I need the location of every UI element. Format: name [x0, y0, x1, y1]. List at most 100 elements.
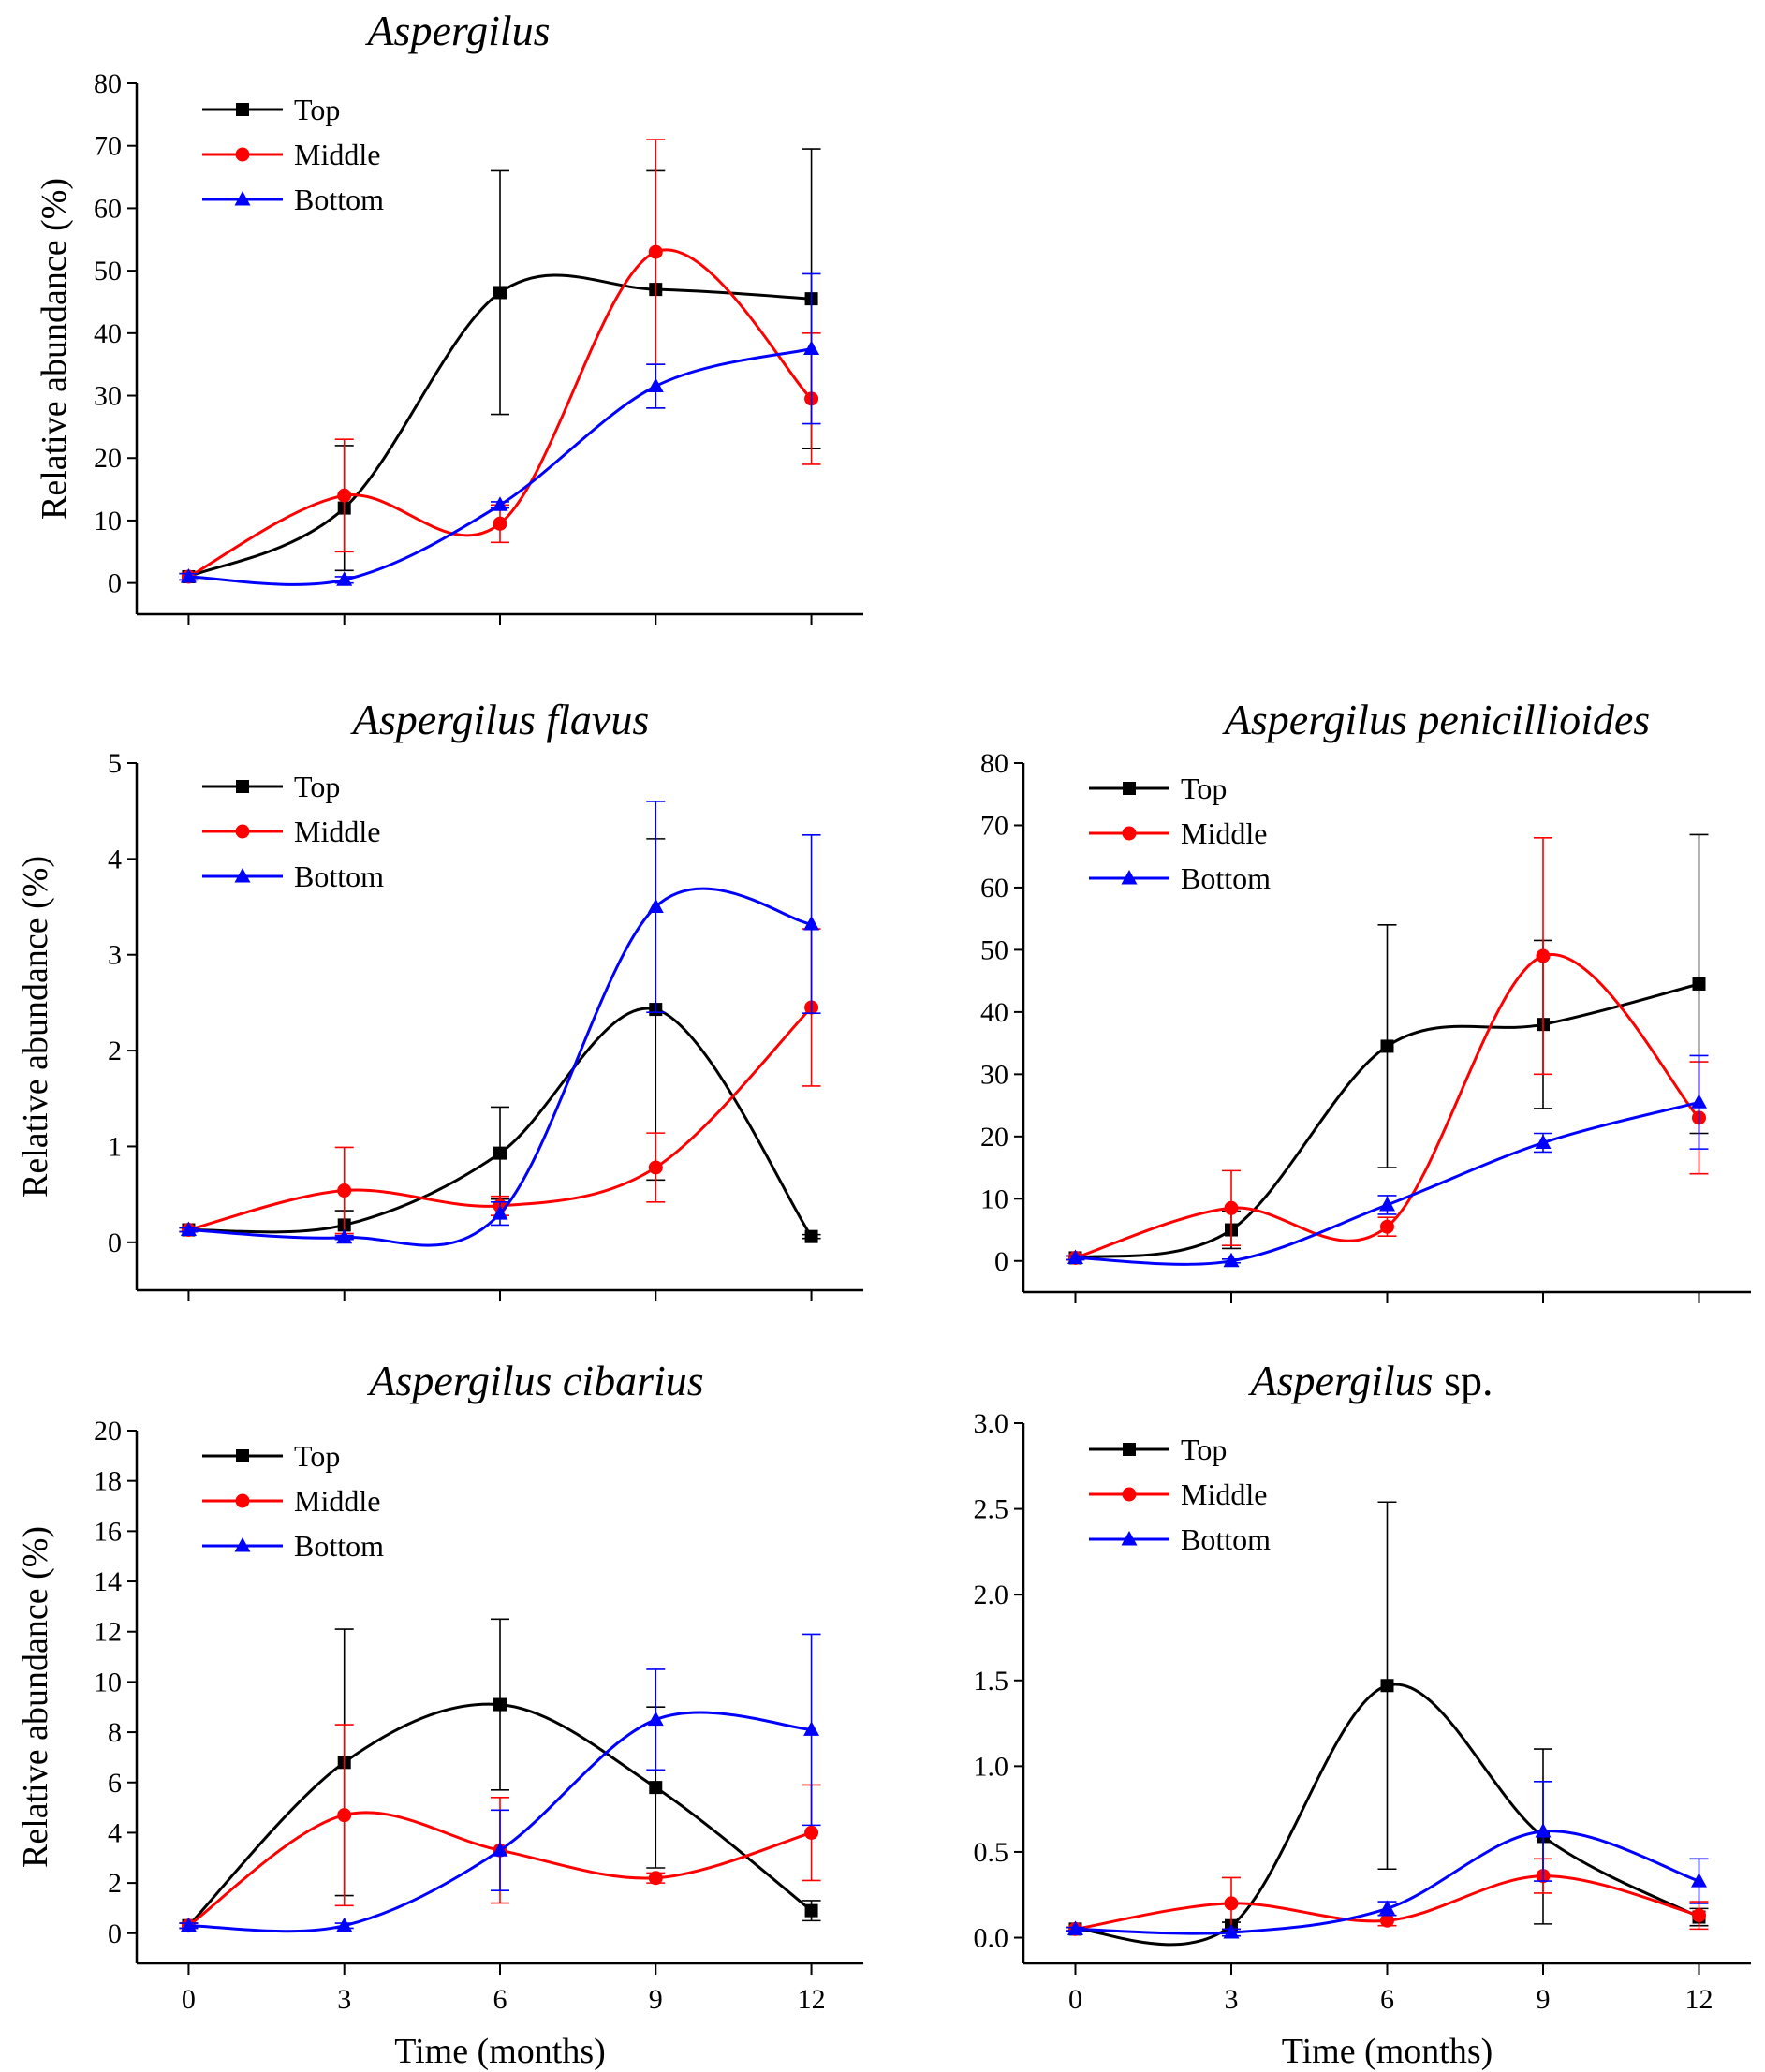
y-axis-label: Relative abundance (%) [16, 856, 55, 1198]
y-tick-label: 60 [980, 873, 1008, 904]
data-point [1067, 1249, 1083, 1264]
chart-title: Aspergilus penicillioides [1222, 696, 1650, 743]
y-tick-label: 30 [94, 381, 122, 412]
chart-title: Aspergilus cibarius [366, 1357, 703, 1404]
chart-title: Aspergilus [364, 7, 550, 54]
x-tick-label: 0 [1068, 1984, 1082, 2015]
legend-item-middle: Middle [202, 815, 380, 848]
chart-title-suffix: sp. [1434, 1357, 1493, 1404]
chart-panel-2: Aspergilus flavus 0 1 2 3 4 5 Relative abundanc… [16, 696, 863, 1301]
y-tick-label: 20 [980, 1122, 1008, 1153]
data-point [492, 1205, 508, 1220]
y-axis-label: Relative abundance (%) [35, 178, 74, 520]
y-tick-label: 20 [94, 1416, 122, 1447]
y-tick-label: 12 [94, 1617, 122, 1648]
y-tick-label: 60 [94, 193, 122, 224]
chart-panel-3: Aspergilus penicillioides 0 10 20 30 40 50 60 70… [980, 696, 1751, 1303]
data-point [492, 1842, 508, 1857]
legend-marker [234, 1537, 251, 1552]
legend: Top Middle Bottom [1089, 771, 1271, 895]
data-point [1380, 1679, 1394, 1693]
y-tick-label: 0.5 [974, 1837, 1009, 1868]
data-point [649, 1781, 663, 1795]
series-bottom [1066, 1054, 1709, 1268]
series-bottom [1066, 1781, 1709, 1939]
legend-label: Top [1181, 1433, 1227, 1466]
data-point [1224, 1896, 1239, 1911]
x-tick-label: 3 [1225, 1984, 1239, 2015]
y-tick-label: 14 [94, 1566, 122, 1597]
y-tick-label: 2.0 [974, 1580, 1009, 1610]
data-point [493, 286, 507, 300]
series-line [188, 1007, 813, 1238]
y-tick-label: 8 [108, 1717, 122, 1748]
series-bottom [179, 272, 821, 586]
legend-label: Top [294, 770, 340, 803]
legend-label: Bottom [1181, 861, 1271, 895]
series-line [187, 273, 812, 579]
legend-label: Top [294, 93, 340, 126]
y-tick-label: 10 [94, 506, 122, 536]
data-point [1692, 1908, 1706, 1923]
y-tick-label: 4 [108, 844, 122, 874]
y-tick-label: 2.5 [974, 1494, 1009, 1525]
data-point [336, 571, 353, 586]
data-point [337, 1808, 352, 1823]
chart-title: Aspergilus sp. [1248, 1357, 1493, 1404]
y-tick-label: 0 [108, 1227, 122, 1258]
data-point [1535, 1822, 1552, 1838]
legend-marker [1123, 1443, 1136, 1456]
data-point [1691, 1873, 1707, 1888]
x-tick-label: 9 [1537, 1984, 1551, 2015]
data-point [647, 898, 664, 914]
series-line [1075, 953, 1700, 1259]
data-point [1379, 1900, 1395, 1915]
y-tick-label: 18 [94, 1466, 122, 1497]
data-point [648, 1871, 663, 1886]
data-point [180, 1221, 197, 1237]
data-point [492, 496, 508, 511]
legend-label: Middle [294, 138, 380, 171]
legend-item-middle: Middle [1089, 816, 1267, 850]
chart-title: Aspergilus flavus [350, 696, 649, 743]
y-tick-label: 70 [980, 810, 1008, 841]
data-point [803, 340, 820, 355]
legend-label: Bottom [294, 183, 384, 216]
data-point [493, 516, 507, 531]
y-tick-label: 10 [94, 1667, 122, 1697]
legend-item-bottom: Bottom [1089, 1522, 1271, 1556]
data-point [648, 1160, 663, 1175]
y-tick-label: 1.0 [974, 1751, 1009, 1782]
data-point [1379, 1196, 1395, 1212]
series-bottom [179, 1633, 821, 1933]
y-tick-label: 1 [108, 1131, 122, 1162]
data-point [647, 377, 664, 393]
legend-marker [235, 1493, 250, 1508]
legend-item-top: Top [202, 770, 340, 803]
data-point [1380, 1219, 1394, 1234]
y-tick-label: 0.0 [974, 1923, 1009, 1954]
legend-marker [234, 191, 251, 206]
y-tick-label: 3.0 [974, 1408, 1009, 1439]
data-point [493, 1146, 507, 1160]
legend: Top Middle Bottom [1089, 1433, 1271, 1556]
data-point [648, 244, 663, 259]
legend-item-top: Top [1089, 1433, 1227, 1466]
chart-panel-4: Aspergilus cibarius 0 2 4 6 8 10 12 14 16 18 20 0 3 6 9… [16, 1357, 863, 2071]
legend: Top Middle Bottom [202, 770, 384, 893]
y-tick-label: 30 [980, 1059, 1008, 1090]
legend-marker [236, 1449, 249, 1462]
legend-marker [236, 103, 249, 116]
x-tick-label: 6 [493, 1984, 507, 2015]
legend: Top Middle Bottom [202, 1439, 384, 1563]
chart-title-main: Aspergilus flavus [350, 696, 649, 743]
y-tick-label: 2 [108, 1868, 122, 1899]
legend-label: Bottom [294, 1529, 384, 1563]
y-tick-label: 1.5 [974, 1666, 1009, 1697]
series-middle [1066, 836, 1709, 1265]
legend-item-top: Top [202, 93, 340, 126]
data-point [180, 1917, 197, 1932]
chart-panel-1: Aspergilus 0 10 20 30 40 50 60 70 80 Relative abun… [35, 7, 863, 625]
